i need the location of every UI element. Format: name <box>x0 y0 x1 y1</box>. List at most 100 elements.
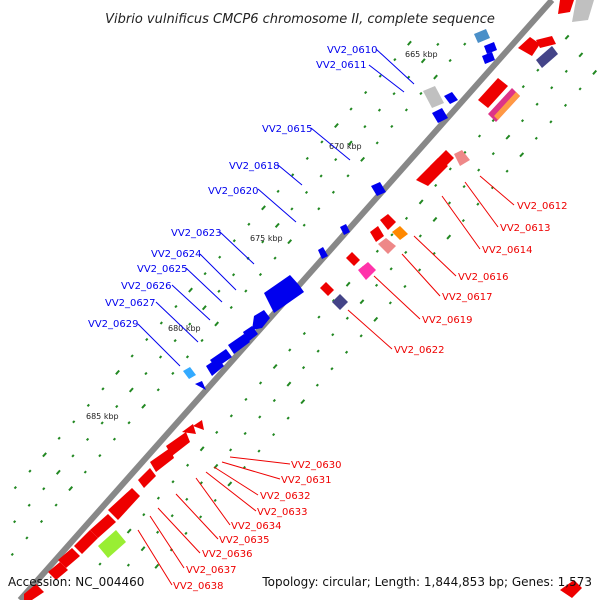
gene-vv2-0638[interactable] <box>48 562 68 580</box>
label-vv2-0630[interactable]: VV2_0630 <box>291 460 342 471</box>
gene-vv2-0624[interactable] <box>252 310 270 330</box>
gene-vv2-0628[interactable] <box>206 358 224 376</box>
gene-vv2-0636[interactable] <box>74 530 98 554</box>
gene-vv2-0635[interactable] <box>108 488 140 520</box>
gene-vv2-0639[interactable] <box>24 584 44 600</box>
label-vv2-0613[interactable]: VV2_0613 <box>500 223 551 234</box>
label-vv2-0620[interactable]: VV2_0620 <box>208 186 259 197</box>
gene-vv2-0611[interactable] <box>432 108 448 123</box>
scale-tick <box>291 173 295 177</box>
label-vv2-0636[interactable]: VV2_0636 <box>202 549 253 560</box>
label-vv2-0612[interactable]: VV2_0612 <box>517 201 568 212</box>
scale-tick <box>272 363 278 370</box>
label-vv2-0623[interactable]: VV2_0623 <box>171 228 222 239</box>
scale-tick <box>534 136 538 140</box>
label-vv2-0632[interactable]: VV2_0632 <box>260 491 311 502</box>
label-vv2-0626[interactable]: VV2_0626 <box>121 281 172 292</box>
scale-tick <box>27 503 31 507</box>
gene-vv2-0629[interactable] <box>183 367 196 379</box>
gene-vv2-0626[interactable] <box>228 334 250 354</box>
scale-tick <box>420 58 426 64</box>
label-vv2-0631[interactable]: VV2_0631 <box>281 475 332 486</box>
label-vv2-0616[interactable]: VV2_0616 <box>458 272 509 283</box>
scale-tick <box>403 284 407 289</box>
gene-vv2-0640[interactable] <box>560 580 582 598</box>
gene-vv2-0610-a[interactable] <box>484 42 497 54</box>
gene-vv2-0612-b[interactable] <box>494 92 520 120</box>
gene-vv2-0609-r[interactable] <box>536 46 558 68</box>
scale-tick <box>432 216 438 222</box>
scale-tick <box>188 322 192 326</box>
scale-tick <box>227 481 233 487</box>
label-vv2-0635[interactable]: VV2_0635 <box>219 535 270 546</box>
gene-vv2-0630[interactable] <box>193 420 204 430</box>
gene-vv2-0609[interactable] <box>474 29 490 43</box>
gene-vv2-0611-r[interactable] <box>478 78 508 108</box>
label-vv2-0625[interactable]: VV2_0625 <box>137 264 188 275</box>
label-vv2-0633[interactable]: VV2_0633 <box>257 507 308 518</box>
scale-tick <box>564 34 570 40</box>
gene-vv2-0618[interactable] <box>340 224 350 235</box>
label-vv2-0638[interactable]: VV2_0638 <box>173 581 224 592</box>
scale-tick <box>388 301 392 305</box>
gene-vv2-0634[interactable] <box>138 468 156 488</box>
gene-vv2-0607[interactable] <box>518 37 540 56</box>
gene-vv2-0637[interactable] <box>98 530 126 558</box>
gene-vv2-0614[interactable] <box>454 150 470 166</box>
gene-vv2-0621[interactable] <box>320 282 334 296</box>
gene-vv2-0617-a[interactable] <box>370 226 384 242</box>
scale-tick <box>126 563 130 567</box>
gene-vv2-0629-b[interactable] <box>195 381 206 390</box>
label-vv2-0610[interactable]: VV2_0610 <box>327 45 378 56</box>
gene-vv2-0616[interactable] <box>392 226 408 240</box>
scale-tick <box>563 103 568 107</box>
label-vv2-0634[interactable]: VV2_0634 <box>231 521 282 532</box>
gene-vv2-0622[interactable] <box>332 294 348 310</box>
gene-vv2-0610-b[interactable] <box>482 52 495 64</box>
gene-vv2-0632[interactable] <box>166 432 190 456</box>
gene-vv2-0617[interactable] <box>378 238 396 254</box>
scale-tick <box>185 497 189 501</box>
gene-vv2-0615[interactable] <box>371 182 386 196</box>
scale-tick <box>448 167 452 171</box>
scale-tick <box>156 496 160 500</box>
scale-tick <box>232 239 236 243</box>
label-vv2-0637[interactable]: VV2_0637 <box>186 565 237 576</box>
label-vv2-0611[interactable]: VV2_0611 <box>316 60 367 71</box>
gene-vv2-0623[interactable] <box>264 275 304 313</box>
scale-tick <box>199 481 203 485</box>
scale-tick <box>39 519 44 524</box>
gene-vv2-0631[interactable] <box>182 424 196 434</box>
gene-vv2-0636-a[interactable] <box>90 514 116 538</box>
gene-vv2-0633[interactable] <box>150 448 174 472</box>
label-vv2-0627[interactable]: VV2_0627 <box>105 298 156 309</box>
scale-tick <box>231 273 236 277</box>
label-vv2-0629[interactable]: VV2_0629 <box>88 319 139 330</box>
gene-vv2-0620[interactable] <box>318 247 328 259</box>
scale-tick <box>218 255 222 259</box>
gene-vv2-0605[interactable] <box>558 0 574 14</box>
scale-tick <box>156 388 160 392</box>
label-vv2-0624[interactable]: VV2_0624 <box>151 249 202 260</box>
gene-vv2-0606[interactable] <box>572 0 594 22</box>
gene-vv2-0616-a[interactable] <box>380 214 396 230</box>
gene-vv2-0611-a[interactable] <box>444 92 458 104</box>
scale-tick <box>301 366 306 370</box>
label-vv2-0615[interactable]: VV2_0615 <box>262 124 313 135</box>
gene-vv2-0608[interactable] <box>536 36 556 48</box>
scale-tick <box>273 256 277 260</box>
label-vv2-0614[interactable]: VV2_0614 <box>482 245 533 256</box>
label-vv2-0619[interactable]: VV2_0619 <box>422 315 473 326</box>
scale-tick <box>28 469 32 473</box>
gene-vv2-0618-r[interactable] <box>346 252 360 266</box>
gene-vv2-0619[interactable] <box>358 262 376 280</box>
label-vv2-0622[interactable]: VV2_0622 <box>394 345 445 356</box>
gene-vv2-0638-a[interactable] <box>58 548 80 568</box>
scale-tick <box>317 207 321 211</box>
scale-tick <box>130 354 134 358</box>
scale-tick <box>363 125 367 129</box>
label-vv2-0618[interactable]: VV2_0618 <box>229 161 280 172</box>
gene-vv2-0610[interactable] <box>423 86 444 108</box>
gene-vv2-0613[interactable] <box>430 150 454 174</box>
label-vv2-0617[interactable]: VV2_0617 <box>442 292 493 303</box>
